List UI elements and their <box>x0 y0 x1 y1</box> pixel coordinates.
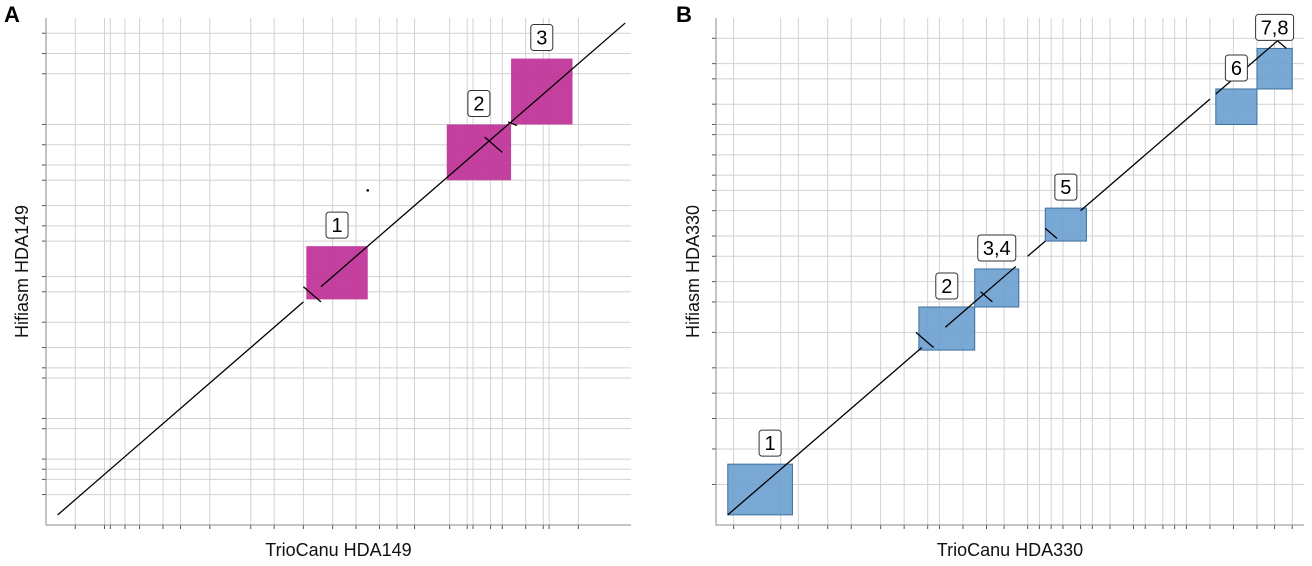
region-label-box <box>325 211 349 239</box>
region-1 <box>727 463 793 516</box>
alignment-segment <box>1080 194 1099 212</box>
inversion-segment <box>915 331 934 349</box>
panel-b: 1 2 3,4 5 6 7,8 B TrioCanu HDA330 Hifiasm HDA330 <box>676 2 1304 560</box>
region-label-3: 3 <box>530 24 554 52</box>
panel-a: 1 2 3 A TrioCanu HDA149 Hifiasm HDA149 <box>4 2 631 560</box>
region-6 <box>1215 88 1258 125</box>
region-label-box <box>467 89 491 117</box>
alignment-point <box>366 189 370 192</box>
region-label-box <box>977 234 1017 262</box>
alignment-segment <box>944 265 1017 328</box>
alignment-segment <box>1097 98 1211 196</box>
region-label-box <box>1255 13 1295 41</box>
region-label-text: 1 <box>331 215 342 237</box>
region-label-2: 2 <box>935 272 959 300</box>
region-label-7-8: 7,8 <box>1255 13 1295 41</box>
region-2 <box>918 306 976 351</box>
inversion-segment <box>1044 227 1058 240</box>
y-axis-label: Hifiasm HDA330 <box>683 205 703 338</box>
axis-lines <box>45 18 631 526</box>
region-label-6: 6 <box>1224 54 1248 82</box>
region-label-text: 5 <box>1060 177 1071 199</box>
region-3-4 <box>974 268 1020 308</box>
x-axis-label: TrioCanu HDA149 <box>265 540 411 560</box>
alignment-segment <box>57 301 304 516</box>
region-label-1: 1 <box>325 211 349 239</box>
alignment-segment <box>496 113 521 136</box>
alignment-segment <box>320 245 369 288</box>
region-label-2: 2 <box>467 89 491 117</box>
inversion-segment <box>484 136 503 153</box>
region-label-box <box>935 272 959 300</box>
region-label-text: 2 <box>473 93 484 115</box>
region-label-1: 1 <box>758 429 782 457</box>
region-label-text: 7,8 <box>1261 17 1289 39</box>
region-label-box <box>758 429 782 457</box>
region-label-3-4: 3,4 <box>977 234 1017 262</box>
region-label-box <box>530 24 554 52</box>
region-2 <box>446 124 512 181</box>
alignment-segment <box>727 347 923 516</box>
region-5 <box>1044 207 1087 242</box>
alignment-segment <box>519 22 626 115</box>
region-label-5: 5 <box>1054 173 1078 201</box>
axis-lines <box>715 18 1304 526</box>
panel-letter: A <box>4 2 20 27</box>
panel-letter: B <box>676 2 692 27</box>
region-label-text: 2 <box>941 276 952 298</box>
y-axis-label: Hifiasm HDA149 <box>12 205 32 338</box>
region-label-text: 3 <box>536 28 547 50</box>
region-label-text: 6 <box>1231 58 1242 80</box>
alignment-segment <box>472 134 497 156</box>
inversion-segment <box>980 291 993 303</box>
inversion-segment <box>507 121 518 127</box>
alignment-segment <box>1027 240 1046 257</box>
region-label-box <box>1224 54 1248 82</box>
alignment-segment <box>443 154 474 181</box>
region-label-box <box>1054 173 1078 201</box>
x-axis-label: TrioCanu HDA330 <box>937 540 1083 560</box>
inversion-segment <box>302 286 322 303</box>
alignment-segment <box>367 179 445 247</box>
region-label-text: 3,4 <box>983 238 1011 260</box>
region-7-8 <box>1256 47 1293 90</box>
region-label-text: 1 <box>765 433 776 455</box>
alignment-segment <box>1250 37 1281 65</box>
